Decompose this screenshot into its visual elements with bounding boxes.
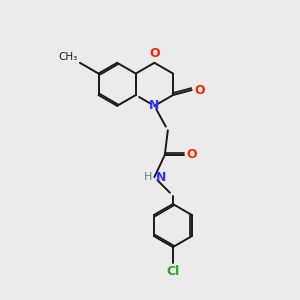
Text: Cl: Cl bbox=[166, 265, 179, 278]
Text: O: O bbox=[187, 148, 197, 161]
Text: CH₃: CH₃ bbox=[58, 52, 78, 62]
Text: O: O bbox=[194, 83, 205, 97]
Text: N: N bbox=[149, 99, 160, 112]
Text: N: N bbox=[156, 171, 166, 184]
Text: H: H bbox=[144, 172, 152, 182]
Text: O: O bbox=[149, 47, 160, 60]
